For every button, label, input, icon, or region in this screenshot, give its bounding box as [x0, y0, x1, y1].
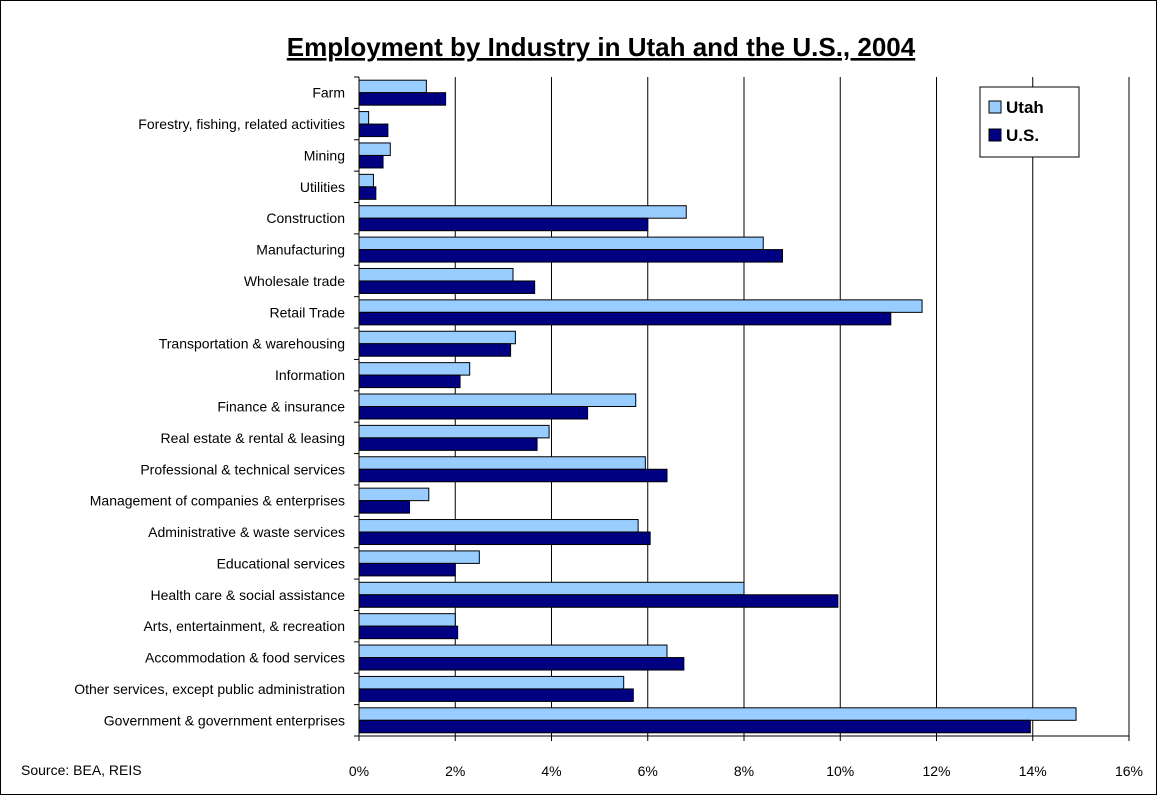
category-label: Accommodation & food services	[145, 650, 345, 666]
category-label: Management of companies & enterprises	[90, 493, 345, 509]
axes	[354, 76, 1130, 741]
x-tick-label: 16%	[1115, 763, 1143, 779]
category-label: Utilities	[300, 179, 345, 195]
category-label: Professional & technical services	[140, 461, 345, 477]
bar-utah	[358, 205, 687, 219]
bar-us	[358, 280, 536, 294]
bar-us	[358, 468, 668, 483]
bar-utah	[358, 519, 639, 533]
bar-utah	[358, 173, 374, 188]
legend-label-utah: Utah	[1006, 98, 1044, 117]
bar-utah	[358, 487, 430, 502]
category-label: Manufacturing	[256, 242, 345, 258]
category-label: Farm	[312, 85, 345, 101]
bar-us	[358, 217, 649, 232]
source-note: Source: BEA, REIS	[21, 762, 142, 778]
bar-us	[358, 374, 461, 389]
bar-utah	[358, 613, 456, 627]
category-label: Other services, except public administra…	[74, 681, 345, 697]
category-label: Wholesale trade	[244, 273, 345, 289]
legend-label-us: U.S.	[1006, 126, 1039, 145]
category-label: Arts, entertainment, & recreation	[143, 618, 345, 634]
bar-us	[358, 719, 1031, 734]
bar-us	[358, 531, 651, 546]
x-tick-label: 12%	[922, 763, 950, 779]
bar-us	[358, 406, 589, 420]
bar-us	[358, 123, 389, 138]
x-tick-label: 14%	[1019, 763, 1047, 779]
category-label: Real estate & rental & leasing	[161, 430, 345, 446]
bar-us	[358, 249, 783, 263]
bar-utah	[358, 330, 516, 345]
bar-us	[358, 688, 634, 702]
category-label: Transportation & warehousing	[159, 336, 345, 352]
category-labels: Farm Forestry, fishing, related activitie…	[74, 85, 345, 729]
category-label: Government & government enterprises	[104, 712, 345, 728]
bar-utah	[358, 644, 668, 659]
gridlines	[454, 77, 1130, 736]
bar-utah	[358, 79, 427, 94]
bar-utah	[358, 581, 745, 596]
category-label: Information	[275, 367, 345, 383]
x-tick-label: 6%	[638, 763, 658, 779]
x-tick-label: 10%	[826, 763, 854, 779]
bars	[358, 79, 1077, 734]
bar-us	[358, 311, 892, 326]
bar-utah	[358, 424, 550, 439]
chart-title: Employment by Industry in Utah and the U…	[287, 32, 916, 62]
bar-us	[358, 437, 538, 451]
bar-us	[358, 594, 839, 608]
bar-utah	[358, 550, 480, 564]
bar-utah	[358, 299, 923, 313]
bar-us	[358, 154, 384, 169]
x-tick-label: 0%	[349, 763, 369, 779]
category-label: Construction	[266, 210, 345, 226]
bar-utah	[358, 675, 625, 690]
legend-box	[979, 86, 1080, 158]
x-tick-label: 4%	[541, 763, 561, 779]
bar-utah	[358, 236, 764, 251]
category-label: Health care & social assistance	[150, 587, 345, 603]
x-tick-labels: 0% 2% 4% 6% 8% 10% 12% 14% 16%	[349, 763, 1143, 779]
legend-swatch-utah	[988, 100, 1002, 114]
category-label: Retail Trade	[270, 304, 346, 320]
category-label: Administrative & waste services	[148, 524, 345, 540]
bar-utah	[358, 111, 370, 125]
x-tick-label: 2%	[445, 763, 465, 779]
legend: Utah U.S.	[979, 86, 1080, 158]
bar-us	[358, 657, 685, 671]
bar-us	[358, 186, 377, 200]
x-tick-label: 8%	[734, 763, 754, 779]
category-label: Forestry, fishing, related activities	[138, 116, 345, 132]
bar-utah	[358, 267, 514, 282]
category-label: Mining	[304, 147, 345, 163]
bar-us	[358, 92, 447, 106]
bar-utah	[358, 456, 646, 470]
legend-swatch-us	[988, 128, 1002, 142]
bar-utah	[358, 393, 637, 407]
bar-us	[358, 500, 411, 514]
category-label: Educational services	[217, 555, 345, 571]
bar-utah	[358, 707, 1077, 721]
category-label: Finance & insurance	[217, 399, 345, 415]
bar-us	[358, 343, 512, 357]
bar-us	[358, 562, 456, 577]
bar-utah	[358, 362, 471, 376]
bar-us	[358, 625, 459, 640]
bar-utah	[358, 142, 391, 156]
